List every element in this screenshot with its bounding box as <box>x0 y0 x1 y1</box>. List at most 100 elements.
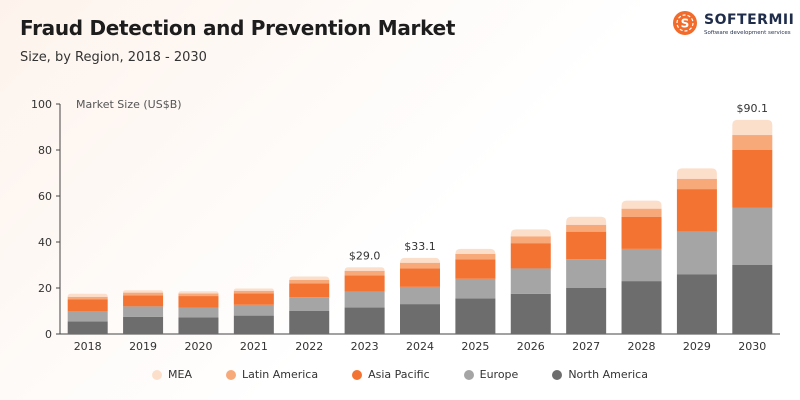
bar-segment-europe <box>732 207 773 265</box>
bar-segment-mea <box>400 257 440 263</box>
bar-segment-asia-pacific <box>621 216 662 249</box>
bar-segment-north-america <box>344 307 385 334</box>
bar-segment-europe <box>67 311 108 322</box>
bar-segment-latin-america <box>344 270 385 276</box>
legend-label: Latin America <box>242 368 319 381</box>
bar-segment-mea <box>732 119 773 136</box>
bar-segment-latin-america <box>510 236 551 244</box>
bar-segment-latin-america <box>178 293 219 297</box>
bar-segment-mea <box>178 291 219 294</box>
bar-segment-north-america <box>178 317 219 334</box>
legend-label: MEA <box>168 368 193 381</box>
bar-segment-latin-america <box>621 208 662 217</box>
y-axis-label: Market Size (US$B) <box>76 98 182 111</box>
x-tick-label: 2021 <box>240 340 268 353</box>
bar-segment-north-america <box>510 293 551 334</box>
bar-segment-latin-america <box>676 178 717 190</box>
legend-item-asia-pacific: Asia Pacific <box>352 368 430 381</box>
y-tick-label: 40 <box>38 236 52 249</box>
bar-segment-europe <box>233 304 274 316</box>
x-tick-label: 2025 <box>461 340 489 353</box>
x-tick-label: 2029 <box>683 340 711 353</box>
bar-segment-latin-america <box>400 262 440 269</box>
bar-segment-asia-pacific <box>676 189 717 232</box>
bar-segment-mea <box>510 229 551 237</box>
bar-segment-mea <box>289 276 330 280</box>
bar-segment-asia-pacific <box>67 299 108 311</box>
total-value-label: $90.1 <box>737 102 769 115</box>
bar-segment-asia-pacific <box>510 243 551 269</box>
bar-segment-asia-pacific <box>123 295 164 307</box>
legend-swatch <box>152 369 163 380</box>
total-value-label: $33.1 <box>404 240 436 253</box>
x-tick-label: 2023 <box>351 340 379 353</box>
y-tick-label: 100 <box>31 98 52 111</box>
bar-segment-asia-pacific <box>732 150 773 208</box>
bar-segment-europe <box>455 278 496 299</box>
legend-item-north-america: North America <box>552 368 648 381</box>
bar-segment-north-america <box>676 274 717 334</box>
logo-name: SOFTERMII <box>704 12 795 28</box>
bar-segment-latin-america <box>67 296 108 300</box>
svg-text:S: S <box>681 17 690 31</box>
x-tick-label: 2028 <box>628 340 656 353</box>
bar-segment-latin-america <box>123 292 164 296</box>
legend-item-latin-america: Latin America <box>226 368 318 381</box>
y-tick-label: 60 <box>38 190 52 203</box>
bar-segment-europe <box>621 248 662 282</box>
bar-segment-latin-america <box>455 253 496 260</box>
bar-segment-north-america <box>400 304 440 334</box>
y-tick-label: 0 <box>45 328 52 341</box>
bar-segment-europe <box>344 291 385 308</box>
bar-segment-europe <box>400 286 440 305</box>
bar-segment-europe <box>566 259 607 288</box>
bar-segment-latin-america <box>233 290 274 294</box>
legend-label: Asia Pacific <box>368 368 430 381</box>
logo-tagline: Software development services <box>704 30 791 36</box>
legend-label: North America <box>568 368 648 381</box>
chart-legend: MEA Latin America Asia Pacific Europe North … <box>0 368 800 381</box>
bar-segment-europe <box>178 307 219 318</box>
bar-segment-mea <box>233 288 274 291</box>
bar-segment-latin-america <box>732 135 773 150</box>
bar-segment-mea <box>621 200 662 209</box>
bar-segment-asia-pacific <box>289 283 330 298</box>
x-tick-label: 2026 <box>517 340 545 353</box>
bar-segment-latin-america <box>566 224 607 232</box>
legend-item-mea: MEA <box>152 368 192 381</box>
legend-swatch <box>352 369 363 380</box>
x-tick-label: 2024 <box>406 340 434 353</box>
y-tick-label: 20 <box>38 282 52 295</box>
chart-subtitle: Size, by Region, 2018 - 2030 <box>20 50 207 65</box>
bar-segment-mea <box>344 267 385 271</box>
bar-segment-asia-pacific <box>344 275 385 292</box>
legend-swatch <box>552 369 563 380</box>
x-tick-label: 2018 <box>74 340 102 353</box>
bar-segment-mea <box>123 290 164 293</box>
y-tick-label: 80 <box>38 144 52 157</box>
legend-swatch <box>226 369 237 380</box>
bar-segment-north-america <box>123 316 164 334</box>
bar-segment-europe <box>289 297 330 311</box>
total-value-label: $29.0 <box>349 249 381 262</box>
legend-item-europe: Europe <box>463 368 519 381</box>
x-tick-label: 2022 <box>295 340 323 353</box>
bar-segment-europe <box>676 231 717 275</box>
bar-segment-north-america <box>67 321 108 334</box>
legend-swatch <box>463 369 474 380</box>
bar-segment-asia-pacific <box>455 259 496 279</box>
legend-label: Europe <box>479 368 519 381</box>
bar-segment-mea <box>676 168 717 179</box>
bar-segment-europe <box>123 306 164 317</box>
bar-segment-europe <box>510 268 551 294</box>
softermii-logo[interactable]: S SOFTERMII Software development service… <box>672 6 794 38</box>
bar-segment-asia-pacific <box>400 268 440 287</box>
bar-segment-north-america <box>289 311 330 334</box>
bar-segment-latin-america <box>289 279 330 284</box>
bar-segment-mea <box>67 293 108 297</box>
bar-segment-asia-pacific <box>233 293 274 305</box>
bar-segment-mea <box>455 248 496 254</box>
bar-segment-north-america <box>455 298 496 334</box>
bar-segment-north-america <box>566 288 607 334</box>
